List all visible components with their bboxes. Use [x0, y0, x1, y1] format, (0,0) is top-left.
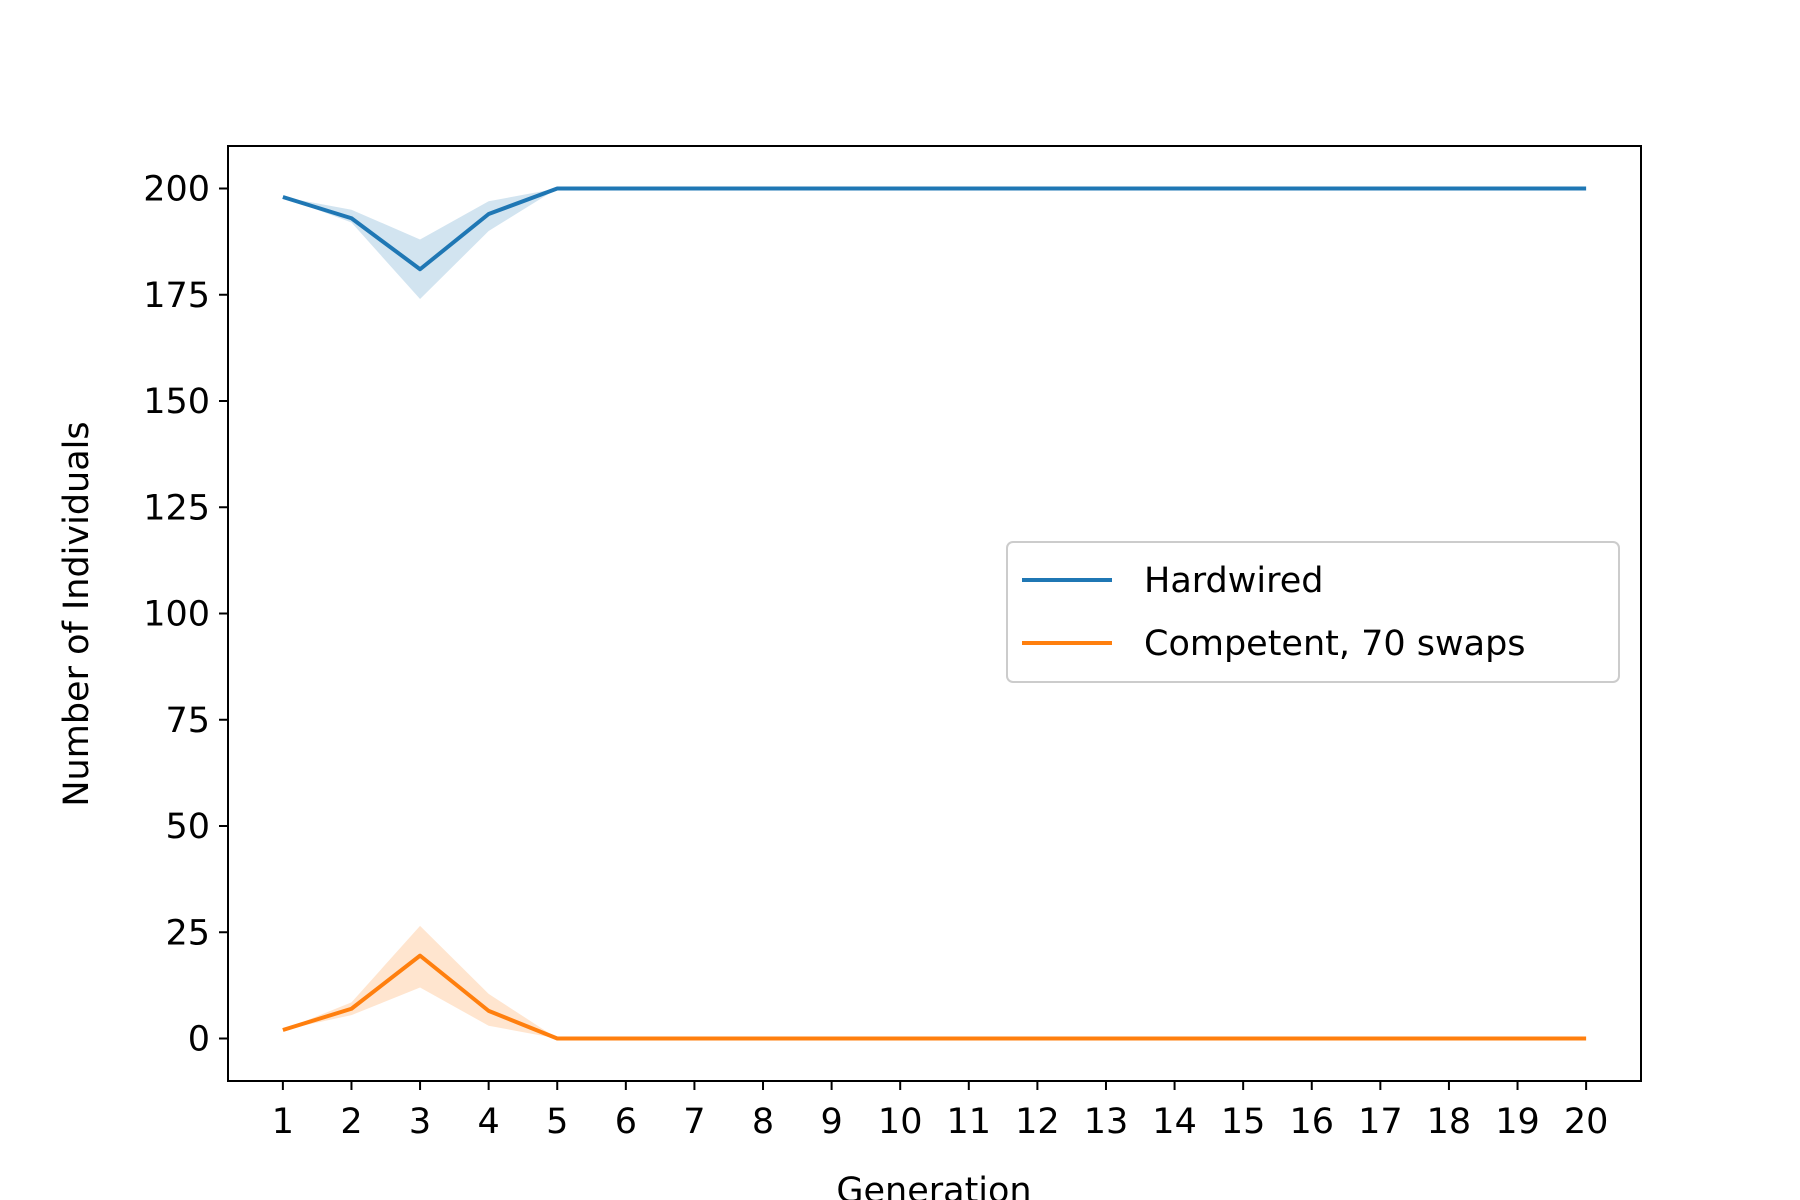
x-tick-label: 15	[1221, 1102, 1266, 1142]
y-tick-label: 0	[188, 1020, 210, 1060]
x-tick-label: 20	[1564, 1102, 1609, 1142]
series-lines	[282, 186, 1587, 1041]
band-competent-70-swaps	[282, 925, 1587, 1039]
y-axis-label: Number of Individuals	[57, 421, 97, 806]
y-tick-label: 125	[143, 488, 210, 528]
x-tick-label: 7	[683, 1102, 705, 1142]
x-tick-label: 19	[1495, 1102, 1540, 1142]
x-tick-label: 3	[409, 1102, 431, 1142]
x-tick-label: 4	[478, 1102, 500, 1142]
y-tick-label: 25	[165, 913, 210, 953]
line-competent-70-swaps	[282, 953, 1587, 1041]
x-axis-ticks: 1 2 3 4 5 6 7 8 9 10 11 12 13 14 15 16 17 18 19 20	[272, 1081, 1609, 1142]
x-tick-label: 2	[340, 1102, 362, 1142]
x-tick-label: 16	[1289, 1102, 1334, 1142]
x-axis-label: Generation	[836, 1171, 1031, 1200]
confidence-bands	[282, 188, 1587, 1039]
y-axis-ticks: 0 25 50 75 100 125 150 175 200	[143, 170, 228, 1060]
legend: Hardwired Competent, 70 swaps	[1006, 541, 1620, 683]
x-tick-label: 10	[878, 1102, 923, 1142]
x-tick-label: 6	[615, 1102, 637, 1142]
legend-label-competent: Competent, 70 swaps	[1144, 624, 1526, 664]
x-tick-label: 9	[820, 1102, 842, 1142]
x-tick-label: 5	[546, 1102, 568, 1142]
legend-box	[1006, 541, 1620, 683]
x-tick-label: 13	[1084, 1102, 1129, 1142]
x-tick-label: 18	[1427, 1102, 1472, 1142]
legend-label-hardwired: Hardwired	[1144, 561, 1323, 601]
x-tick-label: 17	[1358, 1102, 1403, 1142]
y-tick-label: 175	[143, 276, 210, 316]
x-tick-label: 1	[272, 1102, 294, 1142]
y-tick-label: 50	[165, 807, 210, 847]
band-hardwired	[282, 188, 1587, 299]
y-tick-label: 200	[143, 170, 210, 210]
x-tick-label: 11	[947, 1102, 992, 1142]
x-tick-label: 12	[1015, 1102, 1060, 1142]
y-tick-label: 150	[143, 382, 210, 422]
x-tick-label: 8	[752, 1102, 774, 1142]
x-tick-label: 14	[1152, 1102, 1197, 1142]
y-tick-label: 75	[165, 701, 210, 741]
line-hardwired	[282, 186, 1587, 272]
y-tick-label: 100	[143, 595, 210, 635]
